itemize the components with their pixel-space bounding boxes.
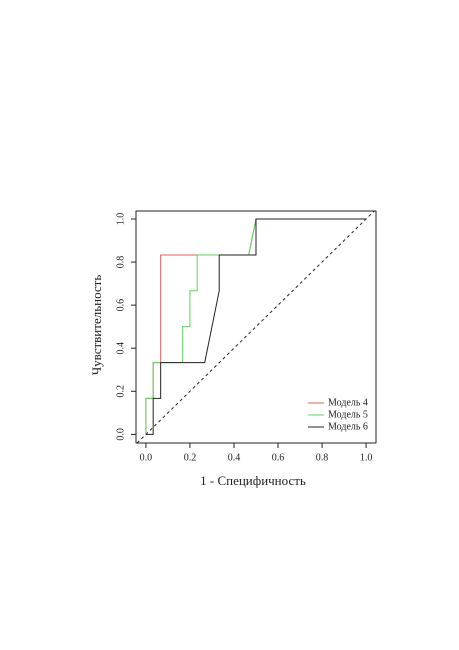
reference-diagonal [136,210,375,444]
legend-label: Модель 6 [328,421,368,432]
y-tick-label: 0.2 [115,385,126,398]
x-tick-label: 0.6 [272,452,285,463]
x-tick-label: 1.0 [360,452,373,463]
y-tick-label: 0.6 [115,299,126,312]
y-tick-label: 0.0 [115,428,126,441]
y-tick-label: 0.4 [115,342,126,355]
x-tick-label: 0.2 [184,452,197,463]
y-tick-label: 1.0 [115,213,126,226]
legend-label: Модель 4 [328,397,368,408]
y-axis-label: Чувствительность [89,275,104,376]
x-tick-label: 0.4 [228,452,241,463]
plot-frame [135,210,377,444]
series-line [145,218,367,435]
x-tick-label: 0.0 [140,452,153,463]
x-tick-label: 0.8 [316,452,329,463]
legend-label: Модель 5 [328,409,368,420]
y-tick-label: 0.8 [115,256,126,269]
x-axis-label: 1 - Специфичность [200,473,306,488]
